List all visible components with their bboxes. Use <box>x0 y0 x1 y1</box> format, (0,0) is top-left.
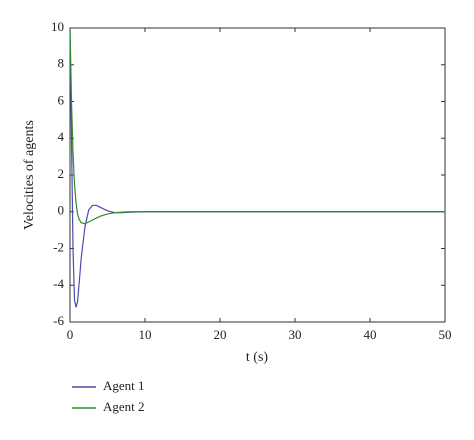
x-tick-label: 50 <box>439 327 452 342</box>
series-line <box>69 27 445 225</box>
y-tick-label: 8 <box>58 56 65 71</box>
x-tick-label: 0 <box>67 327 74 342</box>
series-line <box>69 27 445 308</box>
x-axis-label: t (s) <box>246 350 269 365</box>
x-tick-label: 20 <box>214 327 227 342</box>
y-tick-label: 0 <box>58 203 65 218</box>
legend-label: Agent 2 <box>103 399 145 414</box>
legend-label: Agent 1 <box>103 378 145 393</box>
y-tick-label: 6 <box>58 92 65 107</box>
y-tick-label: -6 <box>53 313 64 328</box>
x-tick-label: 10 <box>139 327 152 342</box>
x-tick-label: 30 <box>289 327 302 342</box>
y-tick-label: 10 <box>51 19 64 34</box>
y-tick-label: 2 <box>58 166 65 181</box>
x-tick-label: 40 <box>364 327 377 342</box>
y-tick-label: -4 <box>53 276 64 291</box>
y-tick-label: -2 <box>53 239 64 254</box>
y-axis-label: Velocities of agents <box>22 120 37 230</box>
plot-frame <box>69 27 446 323</box>
y-tick-label: 4 <box>58 129 65 144</box>
